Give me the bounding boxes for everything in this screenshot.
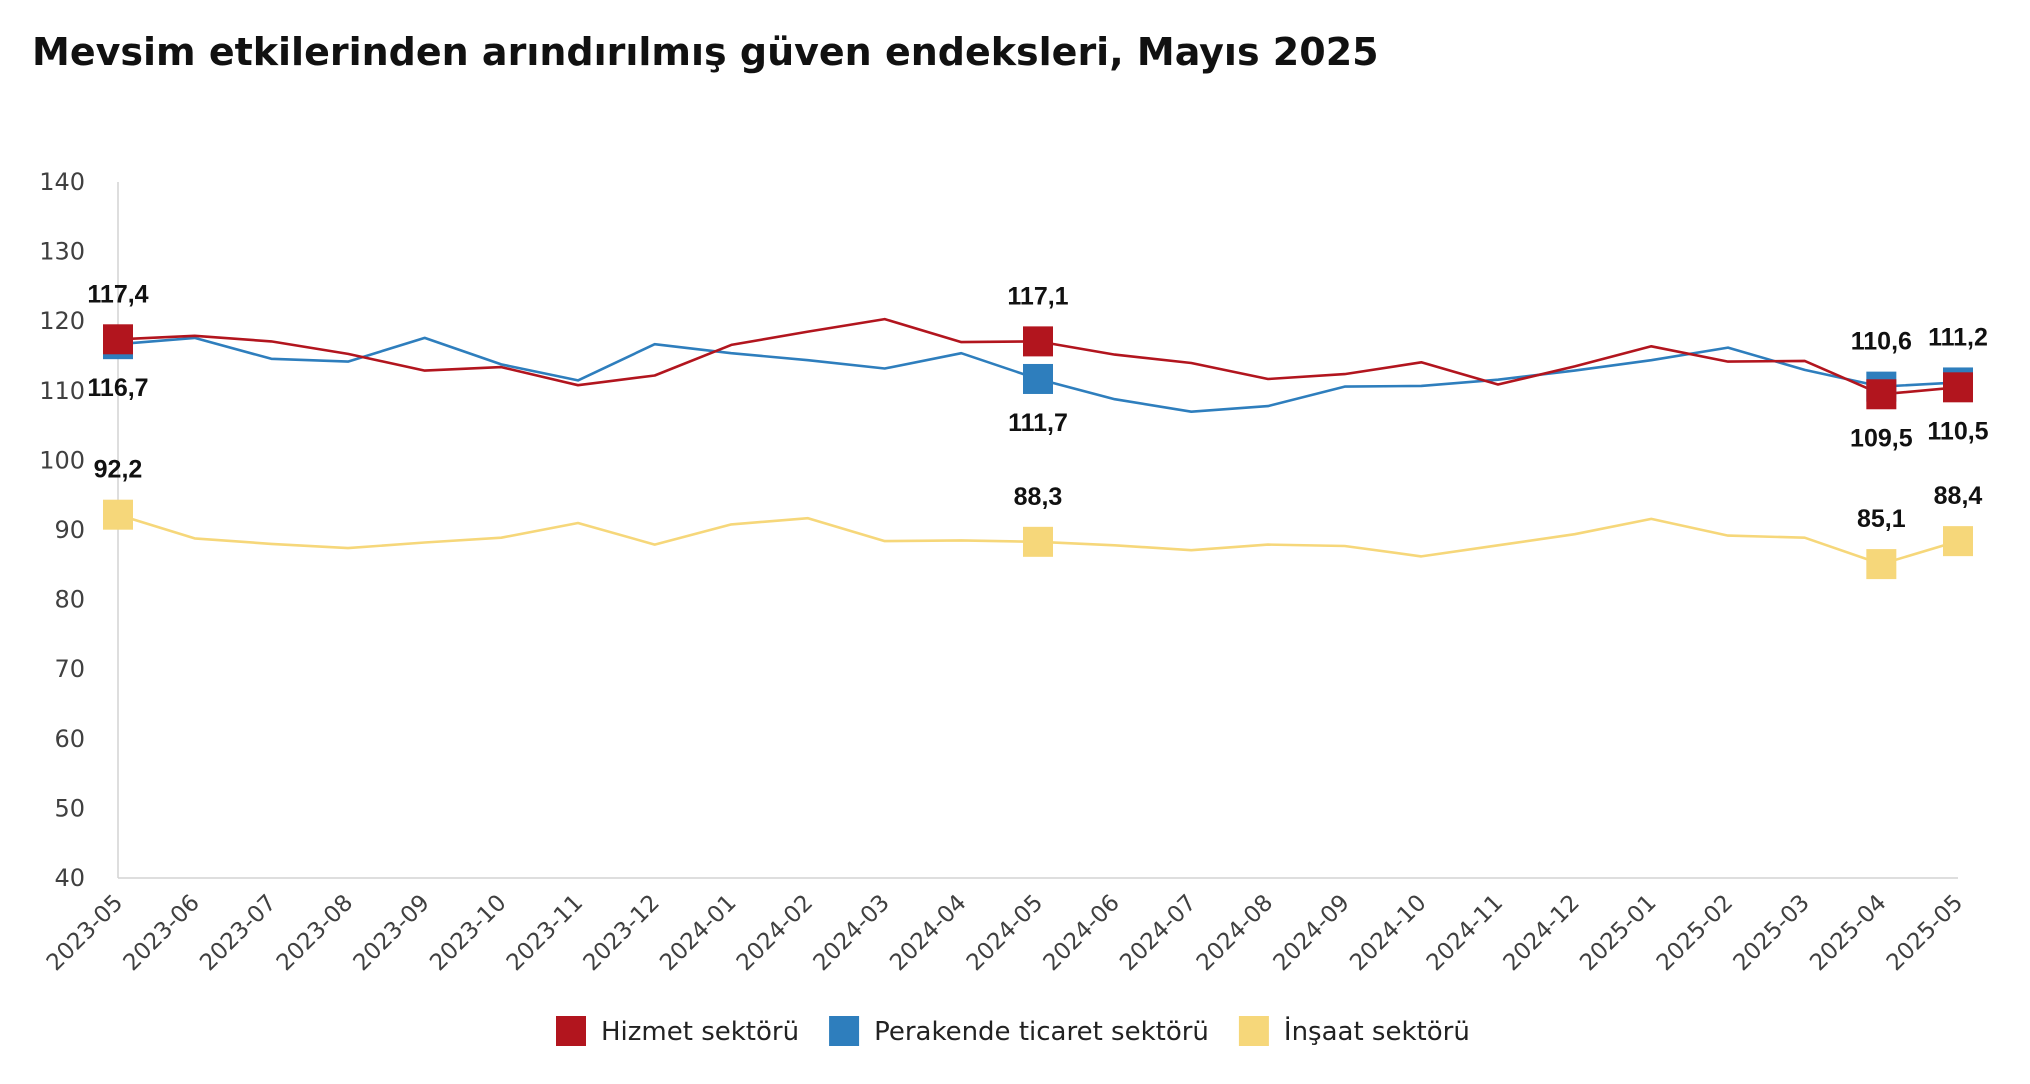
legend-label[interactable]: Hizmet sektörü bbox=[601, 1017, 799, 1047]
chart-title: Mevsim etkilerinden arındırılmış güven e… bbox=[32, 30, 1379, 74]
data-point-marker[interactable] bbox=[1866, 549, 1897, 580]
x-tick-label: 2024-10 bbox=[1345, 890, 1431, 976]
y-tick-label: 130 bbox=[39, 238, 85, 266]
x-tick-label: 2023-12 bbox=[579, 890, 665, 976]
data-label: 116,7 bbox=[87, 374, 148, 402]
x-tick-label: 2023-10 bbox=[425, 890, 511, 976]
x-tick-label: 2025-01 bbox=[1575, 890, 1661, 976]
x-tick-label: 2024-05 bbox=[962, 890, 1048, 976]
x-tick-label: 2024-04 bbox=[885, 890, 971, 976]
data-label: 111,2 bbox=[1928, 323, 1988, 351]
y-axis-ticks: 40 50 60 70 80 90 100 110 120 130 140 bbox=[39, 168, 85, 892]
data-labels: 117,4 117,1 109,5 110,5 116,7 111,7 110,6 111,2… bbox=[87, 280, 1988, 533]
legend-swatch bbox=[829, 1016, 860, 1046]
series-markers bbox=[103, 324, 1973, 580]
x-tick-label: 2024-01 bbox=[655, 890, 741, 976]
data-label: 92,2 bbox=[94, 456, 143, 484]
legend-label[interactable]: Perakende ticaret sektörü bbox=[874, 1017, 1209, 1047]
data-label: 117,4 bbox=[87, 280, 148, 308]
legend[interactable]: Hizmet sektörü Perakende ticaret sektörü İ… bbox=[556, 1015, 1470, 1047]
data-point-marker[interactable] bbox=[1943, 526, 1973, 557]
x-tick-label: 2023-09 bbox=[349, 890, 435, 976]
x-tick-label: 2025-02 bbox=[1652, 890, 1738, 976]
y-tick-label: 50 bbox=[54, 794, 85, 822]
x-tick-label: 2023-06 bbox=[119, 890, 205, 976]
x-tick-label: 2025-04 bbox=[1805, 890, 1891, 976]
data-point-marker[interactable] bbox=[103, 324, 133, 355]
x-tick-label: 2024-11 bbox=[1422, 890, 1508, 976]
y-tick-label: 110 bbox=[39, 377, 85, 405]
y-tick-label: 120 bbox=[39, 307, 85, 335]
y-tick-label: 40 bbox=[54, 864, 85, 892]
y-tick-label: 140 bbox=[39, 168, 85, 196]
x-tick-label: 2024-03 bbox=[809, 890, 895, 976]
legend-label[interactable]: İnşaat sektörü bbox=[1284, 1015, 1470, 1047]
data-label: 110,6 bbox=[1851, 328, 1912, 356]
chart-axes bbox=[117, 182, 1958, 879]
y-tick-label: 90 bbox=[54, 516, 85, 544]
data-point-marker[interactable] bbox=[1866, 379, 1897, 410]
data-label: 110,5 bbox=[1927, 417, 1988, 445]
x-tick-label: 2024-12 bbox=[1499, 890, 1585, 976]
data-point-marker[interactable] bbox=[1943, 372, 1973, 403]
x-tick-label: 2023-11 bbox=[502, 890, 588, 976]
data-point-marker[interactable] bbox=[1023, 363, 1053, 394]
x-tick-label: 2024-06 bbox=[1039, 890, 1125, 976]
x-tick-label: 2024-09 bbox=[1269, 890, 1355, 976]
data-point-marker[interactable] bbox=[1023, 526, 1053, 557]
x-tick-label: 2023-05 bbox=[42, 890, 128, 976]
data-label: 111,7 bbox=[1008, 409, 1068, 437]
x-tick-label: 2025-03 bbox=[1729, 890, 1815, 976]
x-tick-label: 2025-05 bbox=[1882, 890, 1968, 976]
data-label: 109,5 bbox=[1850, 424, 1913, 452]
x-tick-label: 2023-07 bbox=[195, 890, 281, 976]
y-tick-label: 70 bbox=[54, 655, 85, 683]
legend-swatch bbox=[556, 1016, 586, 1046]
y-tick-label: 80 bbox=[54, 586, 85, 614]
data-label: 85,1 bbox=[1857, 505, 1906, 533]
x-tick-label: 2024-02 bbox=[732, 890, 818, 976]
x-tick-label: 2024-07 bbox=[1115, 890, 1201, 976]
data-point-marker[interactable] bbox=[1023, 326, 1053, 357]
data-label: 88,4 bbox=[1934, 482, 1983, 510]
data-point-marker[interactable] bbox=[103, 499, 133, 530]
data-label: 88,3 bbox=[1014, 483, 1063, 511]
x-axis-ticks: 2023-052023-062023-072023-082023-092023-… bbox=[42, 890, 1968, 976]
legend-swatch bbox=[1238, 1016, 1269, 1046]
y-tick-label: 60 bbox=[54, 725, 85, 753]
data-label: 117,1 bbox=[1007, 282, 1068, 310]
x-tick-label: 2024-08 bbox=[1192, 890, 1278, 976]
x-tick-label: 2023-08 bbox=[272, 890, 358, 976]
y-tick-label: 100 bbox=[39, 446, 85, 474]
